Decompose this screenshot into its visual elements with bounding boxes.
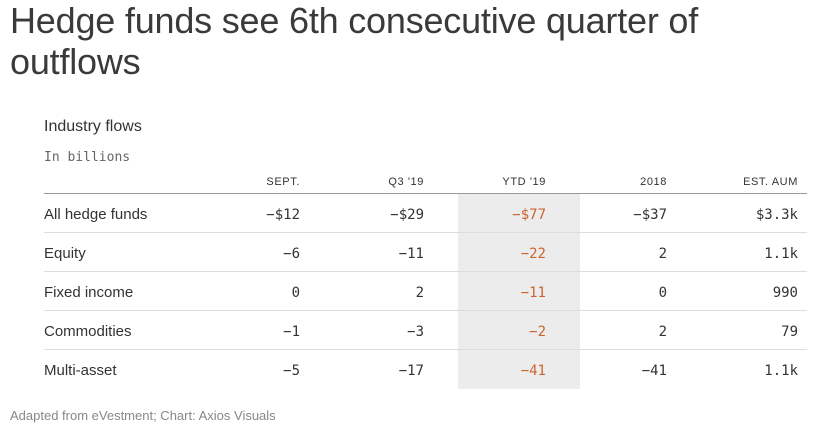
cell-equity-ytd-19: −22 (520, 246, 546, 262)
table-title: Industry flows (44, 118, 142, 135)
cell-fixed-income-sept: 0 (291, 285, 300, 301)
column-header-2018: 2018 (640, 176, 667, 188)
column-header-ytd-19: YTD '19 (502, 176, 546, 188)
cell-commodities-2018: 2 (658, 324, 667, 340)
cell-fixed-income-est-aum: 990 (772, 285, 798, 301)
row-label-equity: Equity (44, 245, 86, 262)
headline: Hedge funds see 6th consecutive quarter … (10, 0, 699, 82)
column-header-sept: SEPT. (266, 176, 300, 188)
header-divider (44, 193, 807, 194)
row-divider (44, 349, 807, 350)
cell-all-hedge-funds-2018: −$37 (633, 207, 667, 223)
cell-all-hedge-funds-sept: −$12 (266, 207, 300, 223)
cell-multi-asset-est-aum: 1.1k (764, 363, 798, 379)
cell-commodities-q3-19: −3 (407, 324, 424, 340)
row-divider (44, 310, 807, 311)
row-divider (44, 232, 807, 233)
row-label-commodities: Commodities (44, 323, 132, 340)
row-divider (44, 271, 807, 272)
column-header-est-aum: EST. AUM (743, 176, 798, 188)
cell-equity-2018: 2 (658, 246, 667, 262)
cell-fixed-income-ytd-19: −11 (520, 285, 546, 301)
cell-multi-asset-2018: −41 (641, 363, 667, 379)
table-subtitle: In billions (44, 150, 131, 165)
row-label-all-hedge-funds: All hedge funds (44, 206, 148, 223)
cell-fixed-income-q3-19: 2 (415, 285, 424, 301)
cell-equity-sept: −6 (283, 246, 300, 262)
cell-commodities-ytd-19: −2 (529, 324, 546, 340)
cell-multi-asset-ytd-19: −41 (520, 363, 546, 379)
cell-commodities-sept: −1 (283, 324, 300, 340)
cell-multi-asset-q3-19: −17 (398, 363, 424, 379)
cell-all-hedge-funds-est-aum: $3.3k (755, 207, 798, 223)
cell-all-hedge-funds-ytd-19: −$77 (512, 207, 546, 223)
cell-all-hedge-funds-q3-19: −$29 (390, 207, 424, 223)
row-label-multi-asset: Multi-asset (44, 362, 117, 379)
ytd-column-highlight (458, 193, 580, 389)
cell-fixed-income-2018: 0 (658, 285, 667, 301)
cell-multi-asset-sept: −5 (283, 363, 300, 379)
source-note: Adapted from eVestment; Chart: Axios Vis… (10, 408, 276, 423)
row-label-fixed-income: Fixed income (44, 284, 134, 301)
column-header-q3-19: Q3 '19 (388, 176, 424, 188)
cell-commodities-est-aum: 79 (781, 324, 798, 340)
cell-equity-q3-19: −11 (398, 246, 424, 262)
cell-equity-est-aum: 1.1k (764, 246, 798, 262)
